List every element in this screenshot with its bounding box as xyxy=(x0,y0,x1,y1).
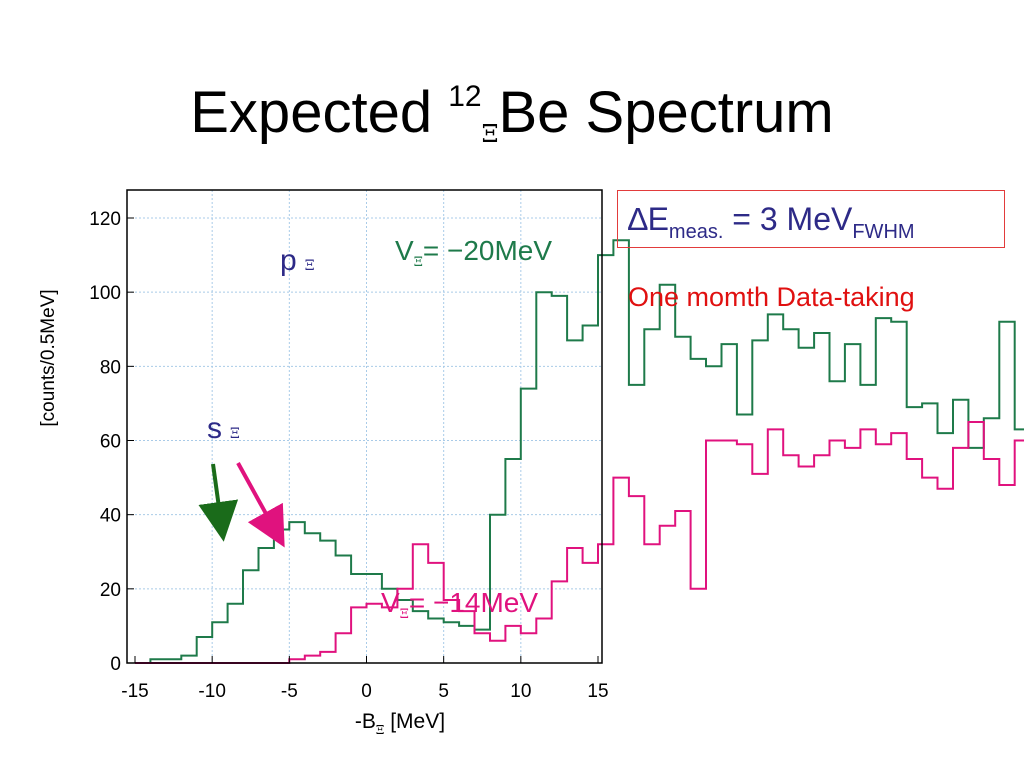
x-tick-label: -5 xyxy=(281,681,298,702)
y-tick-label: 60 xyxy=(100,432,121,453)
data-taking-note: One momth Data-taking xyxy=(628,282,915,312)
x-tick-label: 5 xyxy=(438,681,449,702)
x-tick-label: 10 xyxy=(510,681,531,702)
x-tick-label: 15 xyxy=(587,681,608,702)
x-tick-label: 0 xyxy=(361,681,372,702)
y-tick-label: 80 xyxy=(100,357,121,378)
title-subscript: Ξ xyxy=(481,120,499,148)
s-state-green-arrow xyxy=(198,463,239,542)
title-text-after: Be Spectrum xyxy=(498,80,834,145)
y-axis-label: [counts/0.5MeV] xyxy=(38,289,59,426)
plot-frame xyxy=(126,189,603,664)
v-14-label: VΞ= −14MeV xyxy=(381,587,538,622)
title-text: Expected xyxy=(190,80,449,145)
y-tick-label: 40 xyxy=(100,506,121,527)
x-tick-label: -15 xyxy=(121,681,148,702)
x-tick-label: -10 xyxy=(198,681,225,702)
resolution-box: ∆Emeas. = 3 MeVFWHM xyxy=(617,190,1005,248)
axis-ticks: -15 -10 -5 0 5 10 15 0 20 40 60 80 100 120 xyxy=(89,209,608,702)
y-tick-label: 120 xyxy=(89,209,121,230)
x-axis-label: -BΞ [MeV] xyxy=(355,710,445,737)
y-tick-label: 20 xyxy=(100,580,121,601)
series-line-v14 xyxy=(135,421,1024,664)
y-tick-label: 0 xyxy=(110,654,121,675)
slide-title: Expected 12 ΞBe Spectrum xyxy=(0,62,1024,169)
y-tick-label: 100 xyxy=(89,283,121,304)
s-state-pink-arrow xyxy=(236,462,285,548)
v-20-label: VΞ= −20MeV xyxy=(395,235,552,270)
title-superscript: 12 xyxy=(448,80,482,113)
